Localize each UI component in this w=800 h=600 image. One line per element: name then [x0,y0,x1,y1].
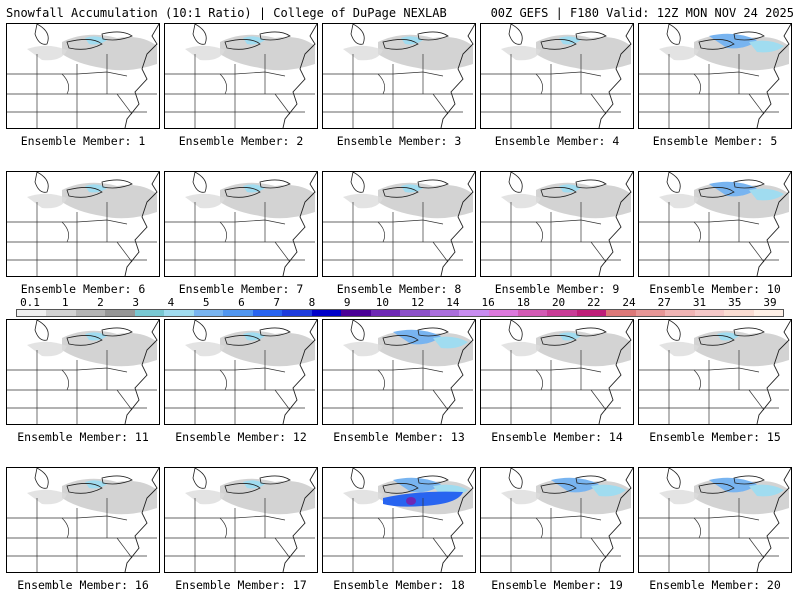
scale-tick-label: 9 [343,296,351,309]
run-valid-time: 00Z GEFS | F180 Valid: 12Z MON NOV 24 20… [490,6,794,20]
ensemble-member-label: Ensemble Member: 2 [178,134,304,148]
scale-color-10 [282,310,312,316]
scale-tick-label: 14 [446,296,460,309]
scale-tick-label: 31 [692,296,707,309]
scale-color-18 [517,310,548,316]
ensemble-member-label: Ensemble Member: 5 [652,134,778,148]
ensemble-map-11 [6,319,160,425]
ensemble-member-label: Ensemble Member: 11 [17,430,149,444]
ensemble-map-4 [480,23,634,129]
scale-color-14 [400,310,430,316]
scale-color-12 [341,310,371,316]
scale-tick-label: 8 [308,296,316,309]
scale-color-25 [724,310,754,316]
scale-tick-label: 22 [587,296,601,309]
scale-tick-label: 27 [657,296,671,309]
scale-color-11 [311,310,342,316]
ensemble-member-label: Ensemble Member: 16 [17,578,149,592]
ensemble-member-label: Ensemble Member: 3 [336,134,462,148]
ensemble-map-1 [6,23,160,129]
ensemble-map-7 [164,171,318,277]
ensemble-member-label: Ensemble Member: 14 [491,430,623,444]
scale-tick-label: 1 [61,296,69,309]
scale-tick-label: 5 [202,296,210,309]
scale-tick-label: 10 [375,296,389,309]
scale-tick-label: 20 [551,296,566,309]
scale-color-20 [576,310,607,316]
ensemble-member-label: Ensemble Member: 19 [491,578,623,592]
scale-color-6 [164,310,194,316]
scale-tick-label: 3 [132,296,140,309]
ensemble-map-9 [480,171,634,277]
ensemble-member-label: Ensemble Member: 4 [494,134,620,148]
ensemble-map-2 [164,23,318,129]
ensemble-member-label: Ensemble Member: 8 [336,282,462,296]
scale-color-4 [105,310,135,316]
ensemble-map-12 [164,319,318,425]
scale-tick-label: 6 [238,296,245,309]
scale-color-23 [665,310,695,316]
ensemble-member-label: Ensemble Member: 12 [175,430,307,444]
ensemble-map-14 [480,319,634,425]
ensemble-member-label: Ensemble Member: 13 [333,430,465,444]
scale-color-22 [635,310,666,316]
scale-color-17 [488,310,518,316]
scale-color-1 [17,310,47,316]
ensemble-member-label: Ensemble Member: 15 [649,430,781,444]
ensemble-member-label: Ensemble Member: 17 [175,578,307,592]
ensemble-member-label: Ensemble Member: 1 [20,134,146,148]
scale-tick-label: 2 [97,296,104,309]
scale-tick-label: 0.1 [20,296,40,309]
ensemble-member-label: Ensemble Member: 18 [333,578,465,592]
ensemble-map-20 [638,467,792,573]
scale-color-15 [429,310,460,316]
scale-tick-label: 12 [410,296,425,309]
ensemble-member-label: Ensemble Member: 20 [649,578,781,592]
scale-color-3 [75,310,106,316]
scale-color-21 [606,310,636,316]
ensemble-map-10 [638,171,792,277]
ensemble-map-18 [322,467,476,573]
scale-tick-label: 24 [622,296,636,309]
scale-color-13 [370,310,401,316]
scale-tick-label: 18 [516,296,530,309]
ensemble-map-19 [480,467,634,573]
ensemble-member-label: Ensemble Member: 9 [494,282,620,296]
ensemble-map-5 [638,23,792,129]
ensemble-map-16 [6,467,160,573]
scale-color-5 [134,310,165,316]
scale-color-19 [547,310,577,316]
scale-color-7 [193,310,224,316]
scale-color-2 [46,310,76,316]
ensemble-member-label: Ensemble Member: 7 [178,282,304,296]
ensemble-map-8 [322,171,476,277]
ensemble-map-15 [638,319,792,425]
ensemble-map-17 [164,467,318,573]
scale-tick-label: 35 [728,296,742,309]
scale-color-9 [252,310,283,316]
scale-color-16 [459,310,489,316]
scale-color-26 [753,310,784,316]
scale-color-8 [223,310,253,316]
scale-tick-label: 7 [273,296,280,309]
ensemble-map-3 [322,23,476,129]
scale-tick-label: 16 [481,296,495,309]
ensemble-member-label: Ensemble Member: 6 [20,282,146,296]
map-title: Snowfall Accumulation (10:1 Ratio) | Col… [6,6,447,20]
snowfall-color-scale [16,309,784,317]
scale-tick-label: 4 [167,296,175,309]
scale-tick-label: 39 [763,296,777,309]
ensemble-member-label: Ensemble Member: 10 [649,282,781,296]
ensemble-map-13 [322,319,476,425]
ensemble-map-6 [6,171,160,277]
scale-color-24 [694,310,725,316]
